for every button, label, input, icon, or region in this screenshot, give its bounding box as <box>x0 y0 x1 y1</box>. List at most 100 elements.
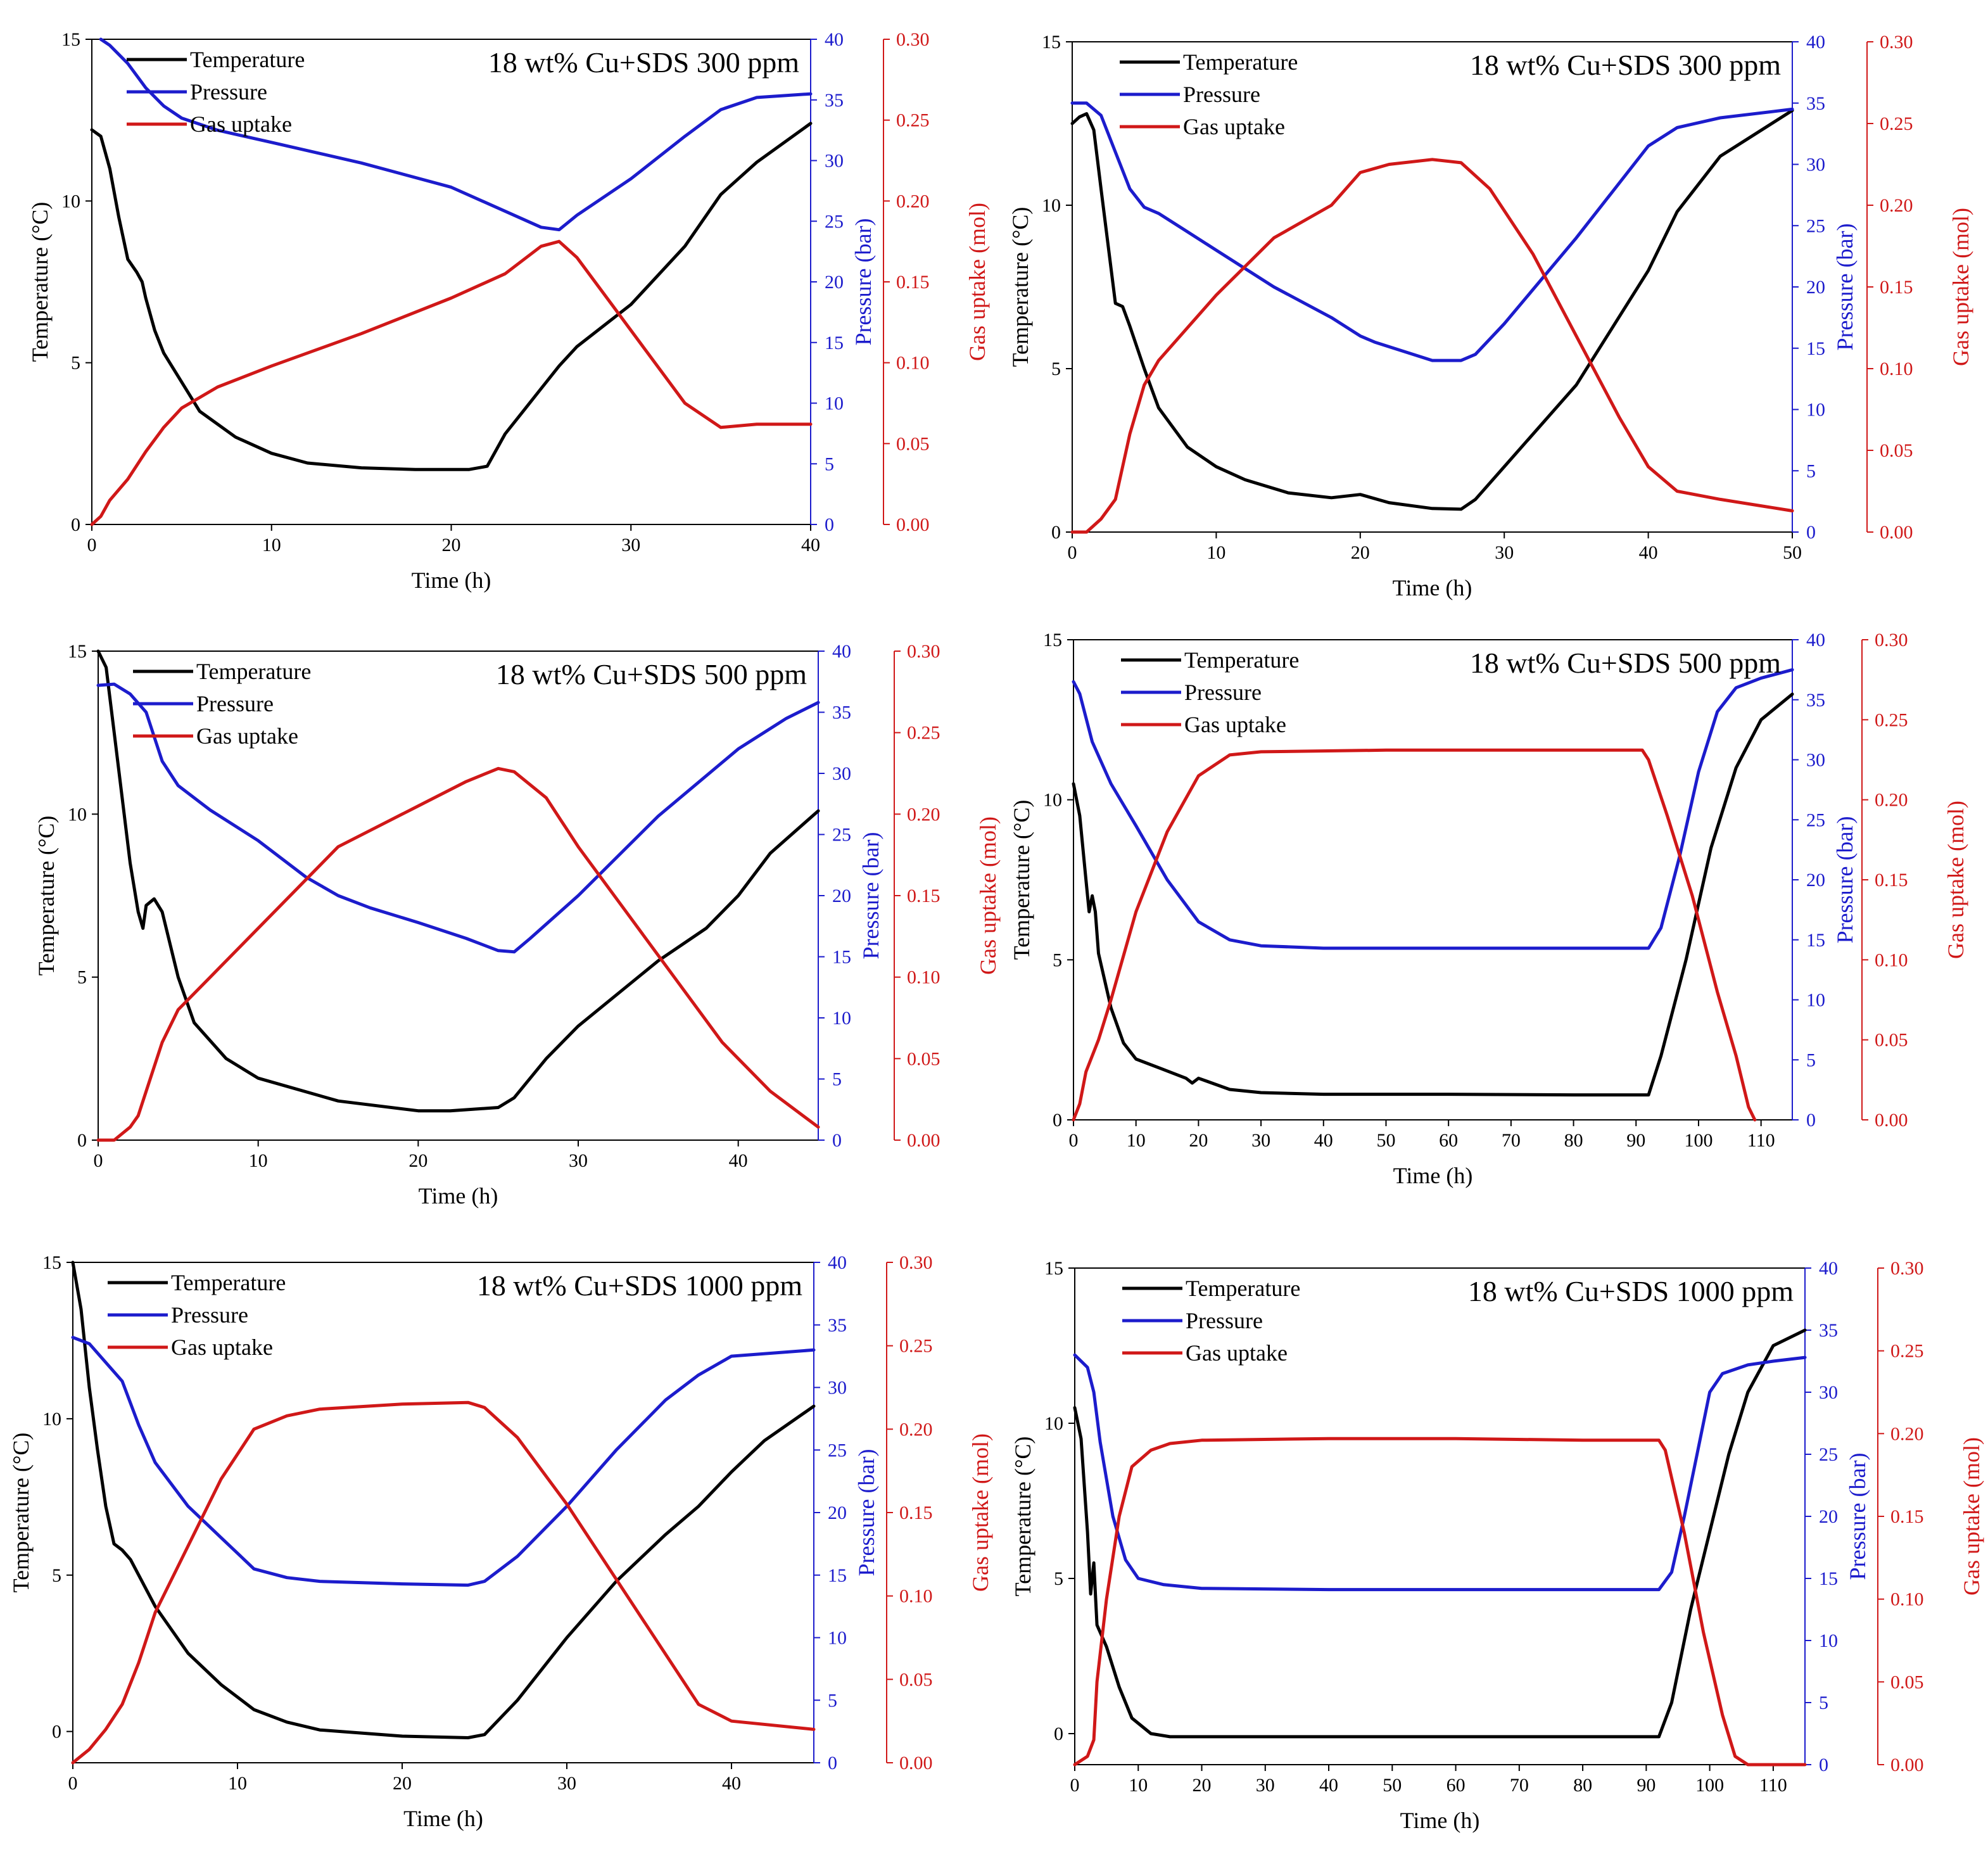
gas-uptake-tick-label: 0.00 <box>907 1130 940 1151</box>
panel-title: 18 wt% Cu+SDS 1000 ppm <box>477 1269 802 1302</box>
x-tick-label: 30 <box>557 1773 576 1794</box>
x-tick-label: 10 <box>249 1150 268 1171</box>
pressure-tick-label: 10 <box>1819 1630 1838 1651</box>
legend-label-pressure: Pressure <box>1183 82 1260 107</box>
gas-uptake-tick-label: 0.10 <box>896 353 930 374</box>
x-axis-title: Time (h) <box>419 1183 498 1209</box>
x-tick-label: 110 <box>1759 1775 1787 1796</box>
gas-uptake-tick-label: 0.00 <box>896 514 930 535</box>
pressure-tick-label: 0 <box>1806 1110 1816 1131</box>
temperature-axis-title: Temperature (°C) <box>34 816 59 976</box>
pressure-tick-label: 35 <box>1819 1320 1838 1341</box>
panel-title: 18 wt% Cu+SDS 500 ppm <box>1470 647 1781 679</box>
temperature-tick-label: 15 <box>42 1252 61 1273</box>
pressure-series-line <box>1072 668 1794 950</box>
gas-uptake-axis-title: Gas uptake (mol) <box>965 203 990 361</box>
gas-uptake-tick-label: 0.25 <box>1890 1341 1924 1362</box>
gas-uptake-tick-label: 0.20 <box>907 804 940 825</box>
legend-label-gas-uptake: Gas uptake <box>1186 1340 1288 1366</box>
x-tick-label: 40 <box>729 1150 748 1171</box>
pressure-series-line <box>1073 1353 1807 1592</box>
gas-uptake-series-line <box>96 766 820 1142</box>
temperature-axis-title: Temperature (°C) <box>1009 800 1034 960</box>
gas-uptake-series-line <box>71 1400 816 1765</box>
x-tick-label: 20 <box>408 1150 427 1171</box>
x-tick-label: 0 <box>1068 542 1077 563</box>
temperature-series-line <box>1073 1328 1807 1739</box>
gas-uptake-tick-label: 0.10 <box>899 1586 933 1607</box>
x-axis-title: Time (h) <box>412 568 491 593</box>
x-tick-label: 70 <box>1502 1130 1521 1151</box>
temperature-series-line <box>1070 108 1794 511</box>
pressure-tick-label: 10 <box>832 1008 851 1029</box>
gas-uptake-tick-label: 0.10 <box>907 967 940 988</box>
gas-uptake-tick-label: 0.10 <box>1890 1589 1924 1610</box>
pressure-tick-label: 25 <box>825 211 844 232</box>
pressure-tick-label: 30 <box>1806 155 1825 175</box>
x-tick-label: 100 <box>1695 1775 1724 1796</box>
gas-uptake-axis-title: Gas uptake (mol) <box>968 1433 993 1592</box>
chart-panel-1: 0 10 20 30 40 Time (h) 0 5 10 15 Temperature (°C) 0… <box>27 29 990 593</box>
x-axis-title: Time (h) <box>403 1806 483 1831</box>
temperature-tick-label: 0 <box>52 1722 61 1742</box>
gas-uptake-tick-label: 0.05 <box>907 1048 940 1069</box>
x-tick-label: 20 <box>393 1773 412 1794</box>
x-tick-label: 10 <box>228 1773 247 1794</box>
temperature-axis-title: Temperature (°C) <box>1008 207 1033 367</box>
gas-uptake-tick-label: 0.10 <box>1875 949 1908 970</box>
pressure-tick-label: 0 <box>825 514 834 535</box>
pressure-tick-label: 30 <box>825 151 844 172</box>
temperature-axis-title: Temperature (°C) <box>1010 1437 1035 1597</box>
pressure-tick-label: 20 <box>1819 1506 1838 1527</box>
gas-uptake-axis-title: Gas uptake (mol) <box>1948 208 1973 366</box>
temperature-tick-label: 10 <box>42 1409 61 1430</box>
pressure-tick-label: 35 <box>828 1315 847 1336</box>
pressure-tick-label: 30 <box>1806 750 1825 771</box>
gas-uptake-tick-label: 0.15 <box>896 272 930 293</box>
pressure-tick-label: 35 <box>1806 690 1825 711</box>
gas-uptake-tick-label: 0.20 <box>896 191 930 212</box>
gas-uptake-tick-label: 0.15 <box>1880 277 1913 298</box>
legend-label-pressure: Pressure <box>171 1302 248 1328</box>
gas-uptake-tick-label: 0.15 <box>899 1502 933 1523</box>
legend-label-temperature: Temperature <box>1184 647 1299 673</box>
gas-uptake-series-line <box>90 239 813 526</box>
x-axis-title: Time (h) <box>1393 1163 1473 1188</box>
pressure-tick-label: 20 <box>1806 870 1825 891</box>
gas-uptake-tick-label: 0.25 <box>1880 113 1913 134</box>
pressure-series-line <box>71 1336 816 1587</box>
pressure-tick-label: 15 <box>828 1565 847 1586</box>
pressure-tick-label: 40 <box>828 1252 847 1273</box>
gas-uptake-tick-label: 0.05 <box>899 1669 933 1690</box>
gas-uptake-tick-label: 0.00 <box>1890 1755 1924 1775</box>
temperature-tick-label: 0 <box>1053 1110 1062 1131</box>
gas-uptake-tick-label: 0.25 <box>899 1336 933 1357</box>
temperature-tick-label: 0 <box>71 514 80 535</box>
legend-label-gas-uptake: Gas uptake <box>171 1335 273 1360</box>
gas-uptake-tick-label: 0.05 <box>896 433 930 454</box>
temperature-tick-label: 10 <box>61 191 80 212</box>
temperature-series-line <box>1072 692 1794 1097</box>
x-tick-label: 20 <box>1351 542 1370 563</box>
x-tick-label: 40 <box>722 1773 741 1794</box>
temperature-tick-label: 15 <box>1044 1258 1063 1279</box>
gas-uptake-axis-title: Gas uptake (mol) <box>1959 1437 1984 1596</box>
panel-title: 18 wt% Cu+SDS 300 ppm <box>488 46 799 79</box>
x-tick-label: 100 <box>1684 1130 1713 1151</box>
x-tick-label: 30 <box>1256 1775 1275 1796</box>
temperature-tick-label: 5 <box>1051 359 1061 379</box>
pressure-tick-label: 5 <box>1806 1050 1816 1070</box>
panel-title: 18 wt% Cu+SDS 500 ppm <box>496 658 807 690</box>
temperature-series-line <box>96 649 820 1113</box>
gas-uptake-tick-label: 0.25 <box>907 723 940 744</box>
gas-uptake-tick-label: 0.15 <box>907 885 940 906</box>
temperature-tick-label: 0 <box>77 1130 87 1151</box>
x-tick-label: 0 <box>1069 1130 1079 1151</box>
pressure-tick-label: 0 <box>828 1753 837 1774</box>
gas-uptake-tick-label: 0.20 <box>899 1419 933 1440</box>
pressure-tick-label: 30 <box>828 1378 847 1399</box>
x-tick-label: 50 <box>1783 542 1802 563</box>
